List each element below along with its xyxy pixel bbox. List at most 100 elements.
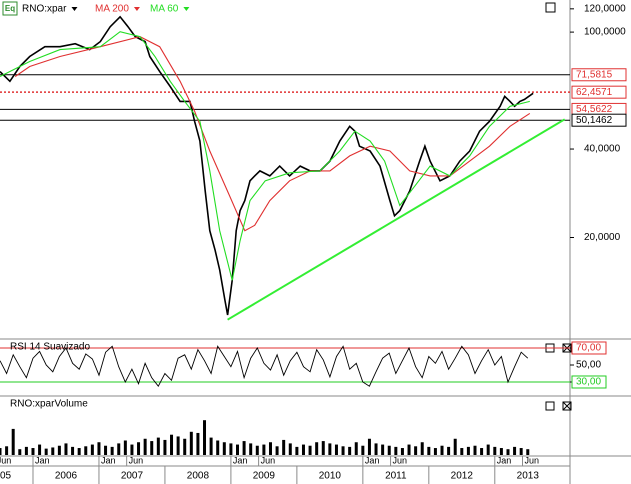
y-tick-label: 20,0000 [584,232,621,243]
maximize-button[interactable] [545,401,555,411]
trendline [227,118,566,321]
volume-bar [433,448,437,455]
volume-bar [222,442,226,455]
legend-entry[interactable]: MA 200 [95,4,129,15]
moving-average [14,36,531,232]
level-label: 62,4571 [576,87,613,98]
volume-bar [295,446,299,455]
volume-bar [57,445,61,455]
volume-bar [394,446,398,455]
y-tick-label: 120,0000 [584,3,626,14]
volume-bar [493,446,497,455]
x-year-label: 2013 [517,471,540,482]
x-tick-label: Jun [129,455,144,465]
volume-bar [0,448,2,455]
volume-bar [229,443,233,455]
volume-bar [308,445,312,455]
volume-bar [473,445,477,455]
volume-bar [460,448,464,455]
volume-bar [288,443,292,455]
volume-bar [387,445,391,455]
x-tick-label: Jun [525,455,540,465]
volume-bar [110,446,114,455]
volume-bar [170,434,174,455]
volume-bar [249,443,253,455]
volume-bar [163,439,167,455]
volume-bar [374,443,378,455]
volume-bar [486,444,490,455]
volume-bar [156,437,160,455]
volume-bar [150,441,154,455]
volume-bar [117,443,121,455]
x-tick-label: Jun [0,455,11,465]
symbol-icon[interactable]: Eq [2,1,18,16]
volume-bar [447,446,451,455]
dropdown-arrow [183,7,190,11]
x-tick-label: Jan [365,455,380,465]
level-label: 54,5622 [576,104,613,115]
volume-bar [414,446,418,455]
level-label-box [571,113,627,127]
volume-bar [301,444,305,455]
volume-bar [262,444,266,455]
volume-bar [341,446,345,455]
volume-bar [506,449,510,455]
volume-bar [268,442,272,455]
volume-bar [236,444,239,455]
volume-bar [519,448,523,455]
volume-bar [216,440,220,455]
x-year-label: 2008 [187,471,210,482]
volume-bar [104,445,108,455]
volume-bar [367,438,371,455]
volume-bar [97,442,101,455]
volume-bar [427,446,431,455]
volume-bar [328,443,332,455]
volume-bar [11,428,15,455]
volume-bar [18,449,22,455]
volume-bar [77,448,81,455]
level-label-box [571,85,627,99]
volume-bar [334,444,338,455]
x-year-label: 2011 [385,471,407,482]
volume-bar [189,431,193,455]
volume-bar [499,448,503,455]
x-tick-label: Jan [497,455,512,465]
volume-bar [440,445,444,455]
legend-entry[interactable]: MA 60 [150,4,179,15]
x-year-label: 2010 [319,471,342,482]
maximize-button[interactable] [545,2,556,13]
level-label-box [571,68,627,82]
x-tick-label: Jun [393,455,408,465]
volume-bar [123,440,127,455]
panel-title: RNO:xparVolume [10,399,88,410]
volume-bar [400,448,404,455]
icon-text: Eq [5,4,15,13]
panel-title: RSI 14 Suavizado [10,342,90,353]
volume-bar [526,449,530,455]
x-tick-label: Jan [35,455,50,465]
volume-bar [209,437,213,455]
volume-bar [143,438,147,455]
volume-bar [348,446,352,455]
indicator-line [0,345,529,388]
y-tick-label: 30,00 [576,377,601,388]
level-label: 50,1462 [576,115,613,126]
y-tick-label: 100,0000 [584,27,626,38]
volume-bar [513,446,517,455]
close-button[interactable] [562,401,572,411]
volume-bar [71,446,75,455]
x-year-label: 2009 [253,471,276,482]
volume-bar [275,446,279,455]
x-tick-label: Jan [101,455,116,465]
close-icon [562,401,572,411]
y-tick-label: 40,0000 [584,144,621,155]
x-year-label: 2012 [451,471,474,482]
volume-bar [5,446,9,455]
legend-entry[interactable]: RNO:xpar [22,4,67,15]
volume-bar [453,438,457,455]
volume-bar [321,441,325,455]
dropdown-arrow [133,7,140,11]
volume-bar [203,420,207,455]
